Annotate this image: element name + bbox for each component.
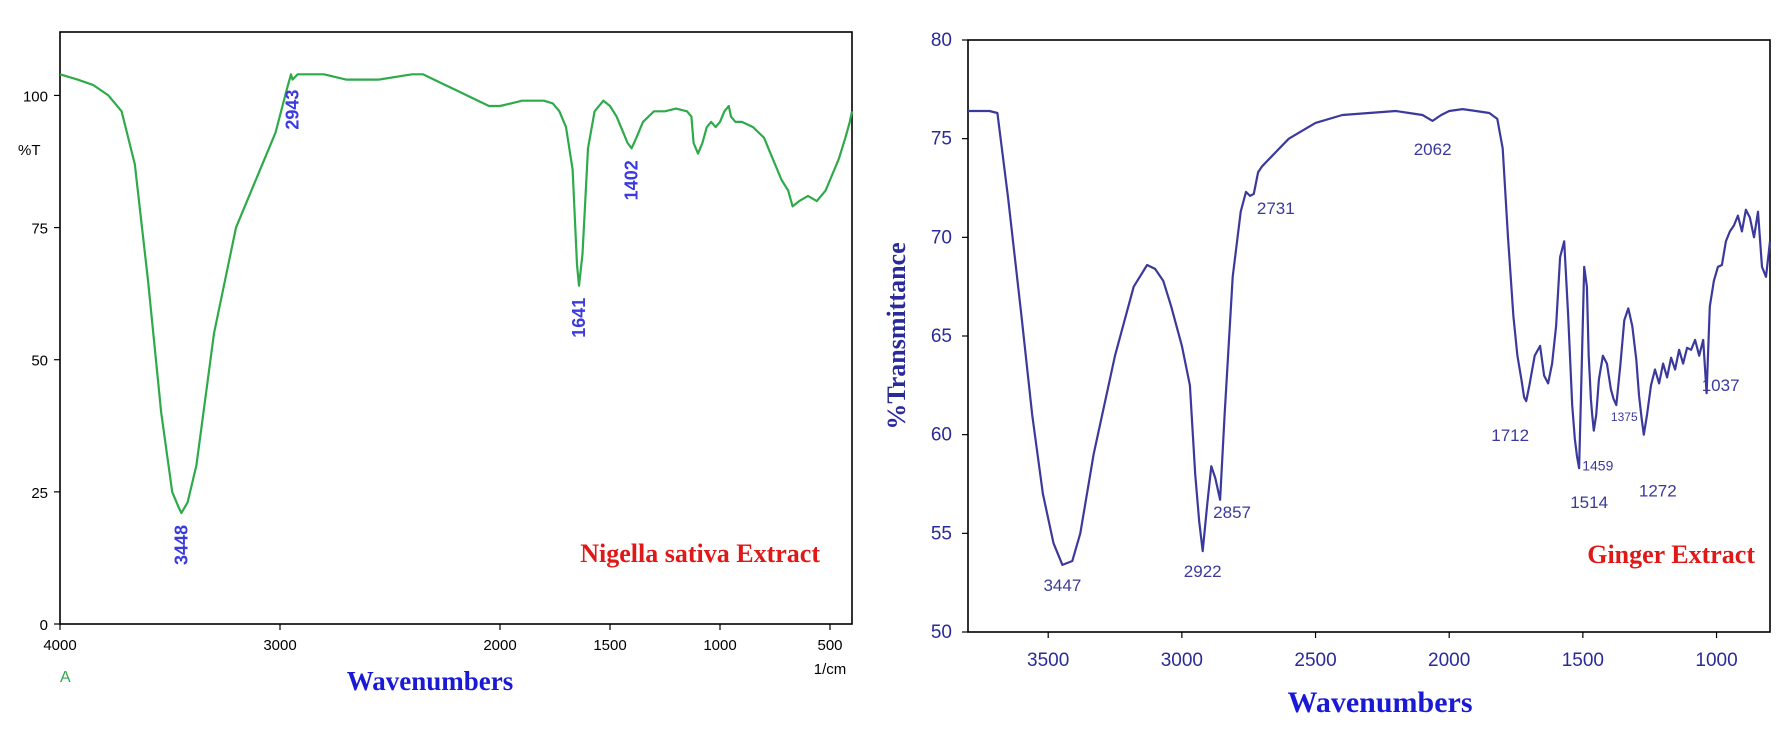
x-tick-label: 2000 <box>1428 650 1470 671</box>
peak-label: 2062 <box>1414 140 1452 159</box>
x-tick-label: 1000 <box>703 637 736 654</box>
x-tick-label: 1500 <box>1562 650 1604 671</box>
peak-label: 2857 <box>1213 503 1251 522</box>
x-tick-label: 3000 <box>1161 650 1203 671</box>
y-tick-label: 60 <box>931 425 952 446</box>
y-tick-label: 75 <box>931 129 952 150</box>
left-sample-annotation: Nigella sativa Extract <box>580 539 820 568</box>
right-peak-labels: 3447 2922 2857 2731 2062 1712 1514 1459 1375 1272… <box>1043 140 1739 595</box>
peak-label: 1375 <box>1611 410 1638 424</box>
y-tick-label: 50 <box>31 353 48 370</box>
y-tick-label: 75 <box>31 221 48 238</box>
x-tick-label: 2000 <box>483 637 516 654</box>
y-tick-label: 0 <box>40 617 48 634</box>
left-x-unit-label: 1/cm <box>814 661 847 678</box>
peak-label: 3447 <box>1043 576 1081 595</box>
right-x-tick-labels: 3500 3000 2500 2000 1500 1000 <box>1027 650 1738 671</box>
x-tick-label: 1500 <box>593 637 626 654</box>
right-y-axis-label: %Transmittance <box>882 242 911 429</box>
x-tick-label: 3500 <box>1027 650 1069 671</box>
x-tick-label: 3000 <box>263 637 296 654</box>
y-tick-label: 65 <box>931 326 952 347</box>
right-sample-annotation: Ginger Extract <box>1587 540 1755 569</box>
peak-label: 3448 <box>171 525 191 565</box>
x-tick-label: 4000 <box>43 637 76 654</box>
peak-label: 1712 <box>1491 426 1529 445</box>
x-tick-label: 2500 <box>1294 650 1336 671</box>
y-tick-label: 55 <box>931 523 952 544</box>
peak-label: 1514 <box>1570 493 1608 512</box>
peak-label: 1037 <box>1702 376 1740 395</box>
left-y-tick-labels: 0 25 50 75 100 <box>23 88 48 634</box>
left-plot-frame <box>59 31 853 625</box>
peak-label: 1459 <box>1582 458 1613 474</box>
right-y-tick-labels: 50 55 60 65 70 75 80 <box>931 30 952 643</box>
ginger-spectrum-line <box>968 108 1772 566</box>
peak-label: 2922 <box>1184 562 1222 581</box>
right-x-axis-label: Wavenumbers <box>1287 686 1472 719</box>
nigella-spectrum-line <box>59 73 854 515</box>
left-y-axis-label: %T <box>18 142 41 159</box>
peak-label: 1641 <box>569 298 589 338</box>
y-tick-label: 25 <box>31 485 48 502</box>
y-tick-label: 50 <box>931 622 952 643</box>
peak-label: 2731 <box>1257 199 1295 218</box>
x-tick-label: 500 <box>817 637 842 654</box>
nigella-spectrum-panel: 4000 3000 2000 1500 1000 500 0 25 50 75 100 3448 2… <box>18 31 854 696</box>
left-x-axis-label: Wavenumbers <box>347 666 514 696</box>
left-peak-labels: 3448 2943 1641 1402 <box>171 90 641 565</box>
peak-label: 1402 <box>622 160 642 200</box>
ginger-spectrum-panel: 3500 3000 2500 2000 1500 1000 50556065707580 … <box>882 30 1772 719</box>
y-tick-label: 70 <box>931 227 952 248</box>
x-tick-label: 1000 <box>1695 650 1737 671</box>
right-tick-marks <box>962 39 1718 638</box>
peak-label: 1272 <box>1639 482 1677 501</box>
peak-label: 2943 <box>283 90 303 130</box>
y-tick-label: 80 <box>931 30 952 51</box>
left-tick-marks <box>54 94 831 630</box>
left-corner-label: A <box>60 669 71 686</box>
y-tick-label: 100 <box>23 88 48 105</box>
left-x-tick-labels: 4000 3000 2000 1500 1000 500 <box>43 637 842 654</box>
